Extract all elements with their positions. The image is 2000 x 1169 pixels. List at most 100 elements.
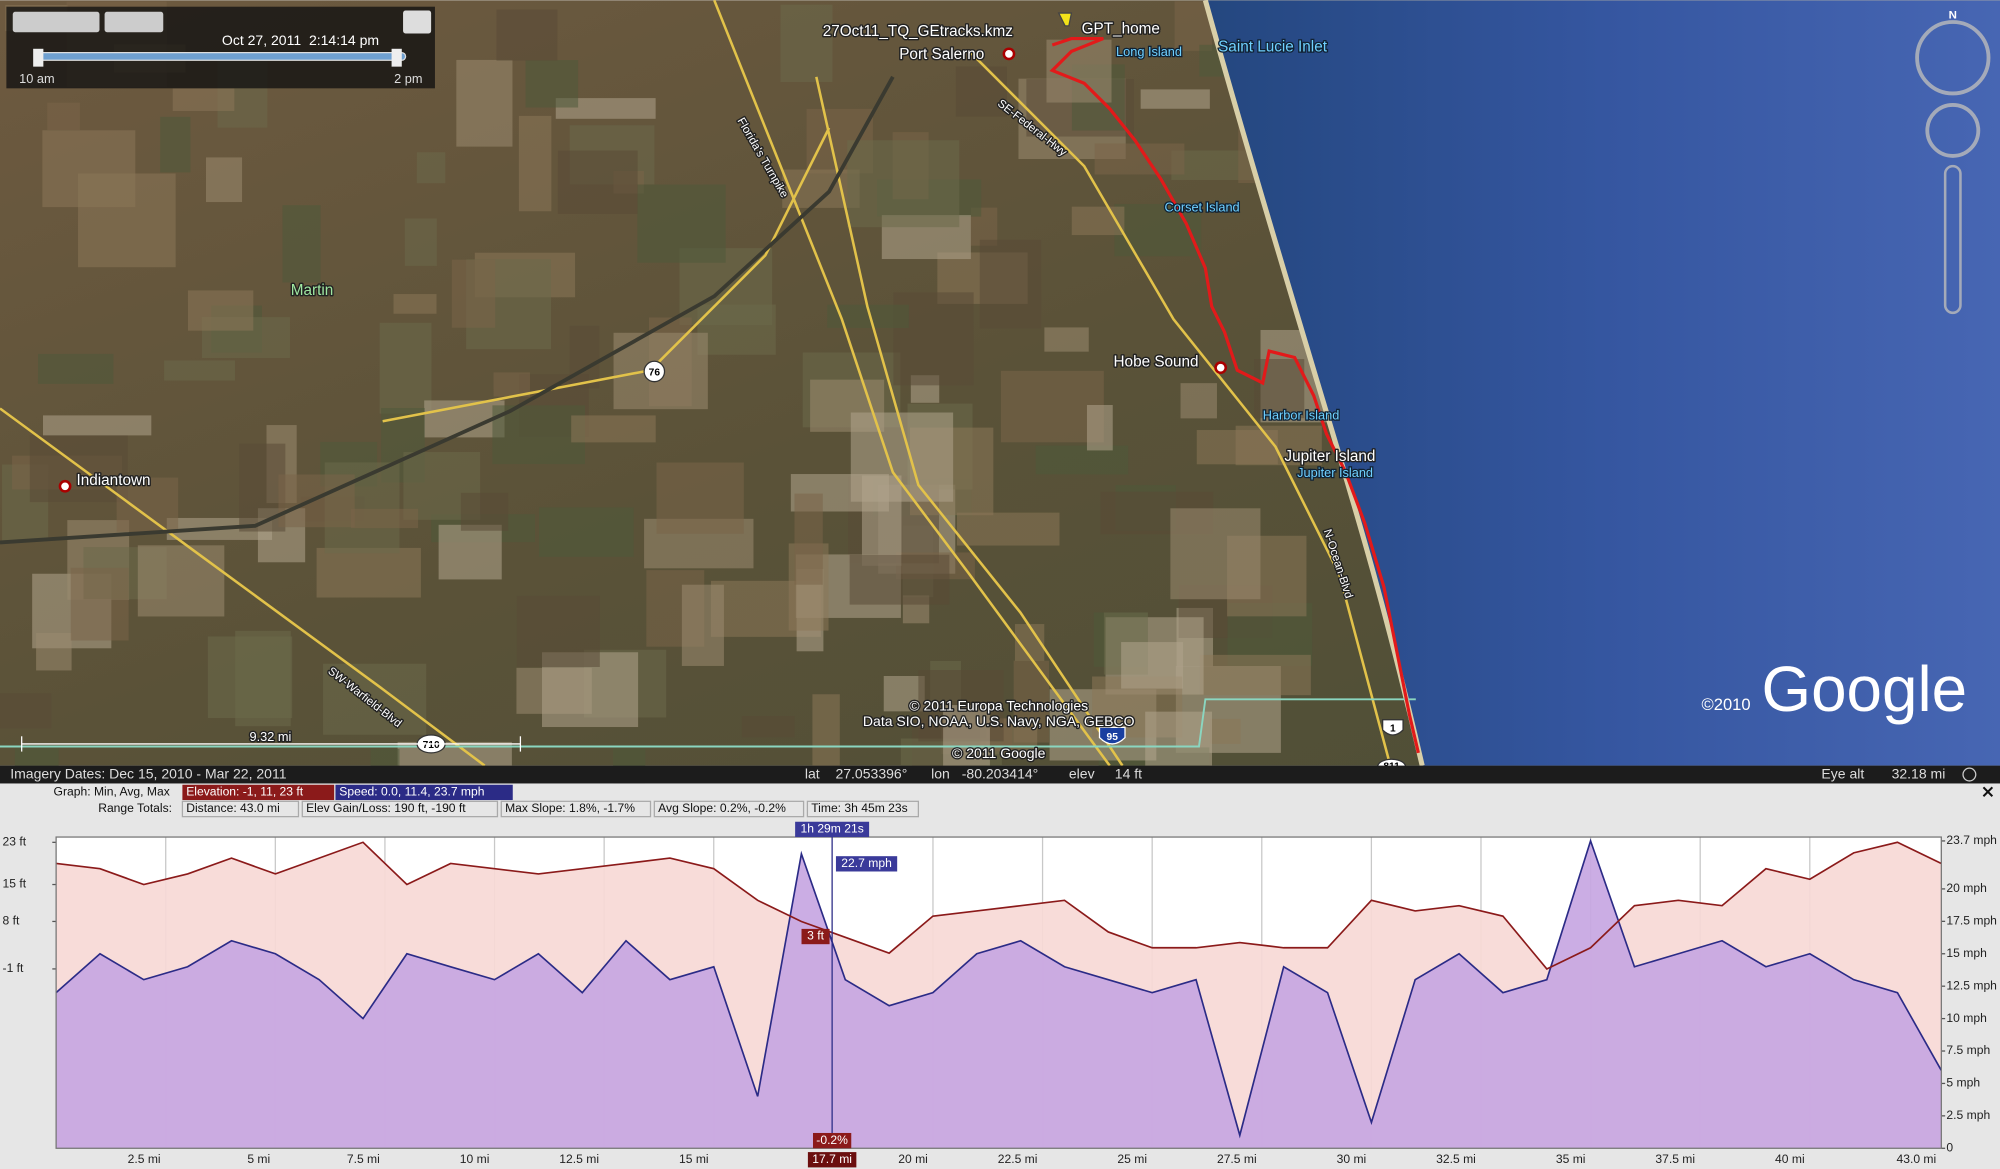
terrain-patch [1000, 370, 1104, 443]
town-marker [58, 479, 72, 493]
terrain-patch [47, 102, 80, 131]
placemark-pin[interactable] [1057, 12, 1073, 27]
map-label: Port Salerno [899, 46, 984, 63]
y2-tick-label: 10 mph [1946, 1011, 1986, 1025]
y-tick-label: 15 ft [3, 877, 27, 891]
terrain-patch [525, 60, 579, 108]
cursor-elevation-box [801, 928, 830, 945]
logo: Google [1761, 653, 1967, 725]
terrain-patch [137, 545, 225, 617]
zoom-slider[interactable] [1943, 164, 1962, 315]
terrain-patch [849, 554, 950, 605]
compass-north: N [1949, 10, 1957, 22]
route-shield [1382, 719, 1404, 736]
status-bar [0, 765, 2000, 784]
route-shield [643, 360, 666, 383]
terrain-patch [37, 353, 114, 384]
terrain-patch [239, 443, 286, 532]
terrain-patch [681, 584, 724, 666]
terrain-patch [847, 140, 960, 228]
terrain-patch [404, 218, 437, 266]
terrain-patch [235, 630, 291, 727]
map-label: GPT_home [1082, 21, 1160, 38]
terrain-patch [518, 115, 552, 212]
terrain-patch [883, 675, 925, 712]
route-number: 95 [1107, 732, 1119, 743]
route-number: 1 [1390, 723, 1396, 734]
logo-year: ©2010 [1702, 695, 1751, 714]
y2-tick-label: 5 mph [1946, 1076, 1980, 1090]
gps-track[interactable] [1049, 36, 1420, 754]
terrain-patch [1210, 718, 1241, 744]
map-label: Corset Island [1165, 200, 1240, 215]
cursor-distance-box [807, 1152, 857, 1168]
imagery-dates: Imagery Dates: Dec 15, 2010 - Mar 22, 20… [10, 765, 287, 781]
route-number: 76 [649, 367, 661, 378]
map-label: Jupiter Island [1284, 448, 1375, 465]
total-box [653, 800, 805, 818]
series-line [55, 838, 1943, 1139]
terrain-patch [1114, 203, 1202, 257]
x-tick-label: 10 mi [460, 1152, 490, 1166]
terrain-patch [1254, 359, 1305, 419]
elev-label: elev [1069, 765, 1095, 781]
terrain-patch [555, 98, 656, 119]
profile-chart[interactable]: 2.5 mi 5 mi 7.5 mi 10 mi 12.5 mi 15 mi 20 mi 22… [3, 822, 1997, 1168]
legend-box [335, 784, 513, 801]
cursor-slope: -0.2% [816, 1133, 848, 1147]
beach [1202, 0, 1425, 767]
terrain-patch [1196, 430, 1278, 465]
terrain-patch [1199, 654, 1311, 696]
time-range[interactable] [35, 51, 407, 61]
look-control[interactable] [1915, 20, 1991, 96]
terrain [0, 1, 1330, 826]
move-control[interactable] [1925, 102, 1981, 158]
terrain-patch [70, 567, 129, 641]
terrain-patch [569, 325, 600, 389]
terrain-patch [323, 663, 427, 735]
terrain-patch [637, 184, 726, 263]
total-box [301, 800, 499, 818]
cursor-time-box [795, 821, 870, 838]
zoom-buttons[interactable] [104, 11, 164, 33]
terrain-patch [1035, 445, 1129, 475]
x-tick-label: 35 mi [1556, 1152, 1586, 1166]
scale-label: 9.32 mi [250, 729, 292, 744]
map-view[interactable]: 27Oct11_TQ_GEtracks.kmz GPT_home Port Sa… [0, 0, 2000, 826]
time-end: 2 pm [394, 71, 422, 86]
terrain-patch [571, 415, 656, 443]
status-icon [1962, 767, 1977, 782]
x-tick-label: 37.5 mi [1655, 1152, 1695, 1166]
terrain-patch [827, 304, 909, 328]
map-label: Saint Lucie Inlet [1218, 39, 1328, 56]
terrain-patch [1086, 405, 1113, 451]
terrain-patch [456, 59, 513, 147]
settings-button[interactable] [403, 10, 432, 34]
terrain-patch [282, 205, 321, 283]
total-value: Max Slope: 1.8%, -1.7% [505, 801, 635, 815]
legend: Elevation: -1, 11, 23 ft Speed: 0.0, 11.4… [182, 784, 513, 801]
y2-tick-label: 0 [1946, 1140, 1953, 1154]
slider-handle[interactable] [391, 48, 402, 67]
close-button[interactable] [1982, 786, 1994, 797]
slider-handle[interactable] [33, 48, 44, 67]
x-tick-label: 5 mi [247, 1152, 270, 1166]
terrain-patch [516, 595, 600, 668]
terrain-patch [350, 508, 419, 529]
y2-tick-label: 23.7 mph [1946, 833, 1997, 847]
terrain-patch [794, 493, 823, 585]
town-marker [1002, 47, 1016, 61]
terrain-patch [438, 524, 502, 580]
terrain-patch [278, 474, 355, 528]
terrain-patch [493, 372, 530, 397]
y2-tick-label: 2.5 mph [1946, 1108, 1990, 1122]
terrain-patch [1180, 383, 1217, 419]
terrain-patch [0, 693, 52, 729]
playback-buttons[interactable] [12, 11, 100, 33]
town-marker [1214, 361, 1228, 375]
attribution: © 2011 Europa Technologies [909, 698, 1088, 714]
road [382, 127, 831, 423]
terrain-patch [316, 547, 421, 598]
cursor-slope-box [812, 1132, 852, 1149]
